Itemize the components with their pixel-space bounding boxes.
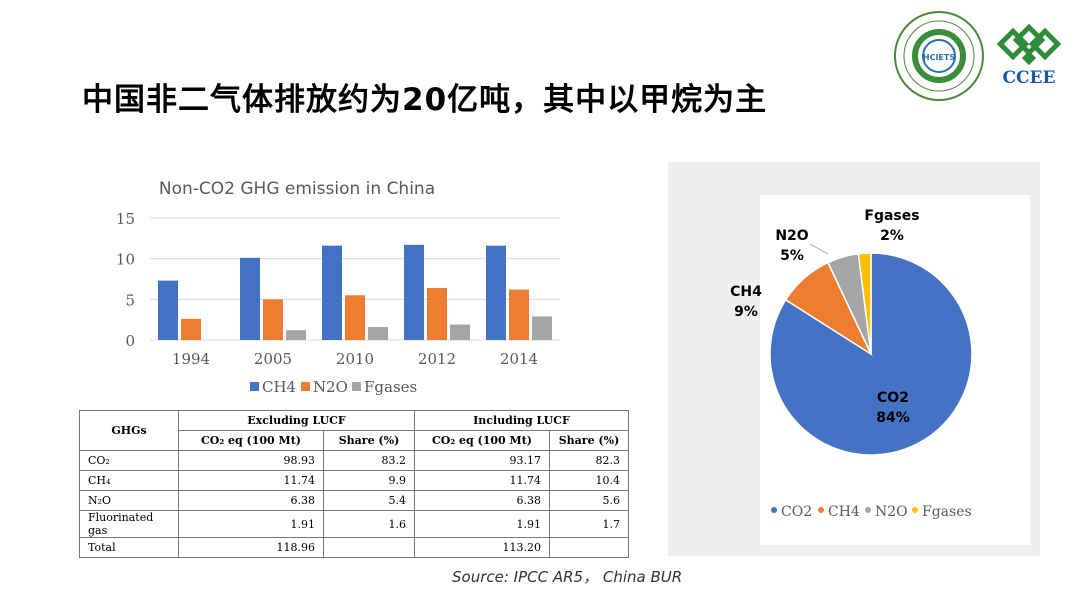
row-excl-eq: 11.74 bbox=[178, 470, 324, 491]
row-excl-eq: 118.96 bbox=[178, 537, 324, 558]
pie-legend-label-n2o: N2O bbox=[875, 504, 908, 520]
bar-fgases-2010 bbox=[368, 326, 388, 340]
bar-ch4-1994 bbox=[158, 280, 178, 340]
legend-label-fgases: Fgases bbox=[364, 378, 417, 396]
legend-swatch-fgases bbox=[352, 382, 361, 391]
row-incl-eq: 11.74 bbox=[414, 470, 550, 491]
row-incl-eq: 1.91 bbox=[414, 510, 550, 538]
x-tick-label: 2012 bbox=[418, 350, 456, 368]
bar-n2o-2012 bbox=[427, 287, 447, 340]
ccee-logo-icon bbox=[996, 23, 1062, 66]
pie-label-ch4: CH4 bbox=[730, 284, 762, 300]
x-tick-label: 1994 bbox=[172, 350, 210, 368]
row-excl-share bbox=[323, 537, 415, 558]
row-incl-eq: 93.17 bbox=[414, 450, 550, 471]
col-eq-excl: CO₂ eq (100 Mt) bbox=[178, 430, 324, 451]
pie-label-co2: CO2 bbox=[877, 390, 909, 406]
pie-chart: CO2 84% CH4 9% N2O 5% Fgases 2% CO2 CH4 N2O Fgases bbox=[730, 195, 1030, 545]
x-tick-label: 2010 bbox=[336, 350, 374, 368]
row-gas: CO₂ bbox=[79, 450, 179, 471]
bar-n2o-1994 bbox=[181, 318, 201, 340]
row-excl-eq: 6.38 bbox=[178, 490, 324, 511]
pie-legend-label-fgases: Fgases bbox=[922, 504, 972, 520]
pie-legend-swatch-ch4 bbox=[818, 507, 824, 513]
pie-slice-fgases bbox=[857, 252, 872, 355]
row-excl-share: 1.6 bbox=[323, 510, 415, 538]
pie-legend-swatch-co2 bbox=[771, 507, 777, 513]
table-row: Fluorinated gas 1.91 1.6 1.91 1.7 bbox=[79, 510, 629, 538]
col-share-excl: Share (%) bbox=[323, 430, 415, 451]
bar-ch4-2005 bbox=[240, 257, 260, 340]
y-tick-label: 10 bbox=[116, 251, 135, 269]
source-note: Source: IPCC AR5， China BUR bbox=[452, 568, 683, 586]
bar-fgases-2005 bbox=[286, 330, 306, 340]
col-share-incl: Share (%) bbox=[549, 430, 629, 451]
pie-label-fgases: Fgases bbox=[864, 208, 919, 224]
table-row: CH₄ 11.74 9.9 11.74 10.4 bbox=[79, 470, 629, 491]
legend-label-ch4: CH4 bbox=[262, 378, 296, 396]
row-incl-share: 5.6 bbox=[549, 490, 629, 511]
row-excl-eq: 1.91 bbox=[178, 510, 324, 538]
bar-ch4-2012 bbox=[404, 244, 424, 340]
y-tick-label: 15 bbox=[116, 210, 135, 228]
x-tick-label: 2014 bbox=[500, 350, 538, 368]
pie-percent-fgases: 2% bbox=[880, 228, 904, 244]
pie-legend-swatch-n2o bbox=[865, 507, 871, 513]
bar-chart-title: Non-CO2 GHG emission in China bbox=[159, 179, 435, 199]
pie-legend-swatch-fgases bbox=[912, 507, 918, 513]
row-gas: Fluorinated gas bbox=[79, 510, 179, 538]
row-excl-eq: 98.93 bbox=[178, 450, 324, 471]
row-incl-share bbox=[549, 537, 629, 558]
ghg-table: GHGs Excluding LUCF Including LUCF CO₂ e… bbox=[79, 410, 629, 558]
legend-swatch-ch4 bbox=[250, 382, 259, 391]
bar-fgases-2014 bbox=[532, 316, 552, 340]
excluding-lucf-header: Excluding LUCF bbox=[178, 410, 415, 431]
pie-percent-co2: 84% bbox=[876, 410, 910, 426]
pie-legend-label-ch4: CH4 bbox=[828, 504, 860, 520]
ccee-logo-text: CCEE bbox=[1002, 68, 1056, 88]
table-row: Total 118.96 113.20 bbox=[79, 537, 629, 558]
col-eq-incl: CO₂ eq (100 Mt) bbox=[414, 430, 550, 451]
row-gas: CH₄ bbox=[79, 470, 179, 491]
table-row: CO₂ 98.93 83.2 93.17 82.3 bbox=[79, 450, 629, 471]
row-incl-share: 1.7 bbox=[549, 510, 629, 538]
pie-label-n2o: N2O bbox=[775, 228, 808, 244]
pie-percent-ch4: 9% bbox=[734, 304, 758, 320]
row-excl-share: 83.2 bbox=[323, 450, 415, 471]
row-incl-eq: 6.38 bbox=[414, 490, 550, 511]
y-tick-label: 5 bbox=[125, 291, 135, 309]
bar-fgases-2012 bbox=[450, 324, 470, 340]
y-tick-label: 0 bbox=[125, 332, 135, 350]
row-excl-share: 9.9 bbox=[323, 470, 415, 491]
legend-label-n2o: N2O bbox=[313, 378, 348, 396]
bar-ch4-2014 bbox=[486, 245, 506, 340]
leader-line bbox=[809, 243, 829, 255]
bar-chart: Non-CO2 GHG emission in China 0 5 10 15 1994 2… bbox=[116, 179, 560, 396]
bar-ch4-2010 bbox=[322, 245, 342, 340]
hciets-logo-text: HCIETS bbox=[923, 53, 955, 62]
pie-legend-label-co2: CO2 bbox=[781, 504, 812, 520]
row-excl-share: 5.4 bbox=[323, 490, 415, 511]
row-incl-share: 10.4 bbox=[549, 470, 629, 491]
row-gas: N₂O bbox=[79, 490, 179, 511]
row-incl-share: 82.3 bbox=[549, 450, 629, 471]
hciets-logo: HCIETS bbox=[894, 11, 984, 101]
legend-swatch-n2o bbox=[301, 382, 310, 391]
bar-n2o-2010 bbox=[345, 295, 365, 340]
table-row: N₂O 6.38 5.4 6.38 5.6 bbox=[79, 490, 629, 511]
row-incl-eq: 113.20 bbox=[414, 537, 550, 558]
including-lucf-header: Including LUCF bbox=[414, 410, 629, 431]
pie-percent-n2o: 5% bbox=[780, 248, 804, 264]
bar-n2o-2005 bbox=[263, 299, 283, 340]
row-gas: Total bbox=[79, 537, 179, 558]
x-tick-label: 2005 bbox=[254, 350, 292, 368]
bar-n2o-2014 bbox=[509, 289, 529, 340]
slide-title: 中国非二气体排放约为20亿吨，其中以甲烷为主 bbox=[82, 82, 768, 118]
ghgs-header: GHGs bbox=[79, 410, 179, 451]
